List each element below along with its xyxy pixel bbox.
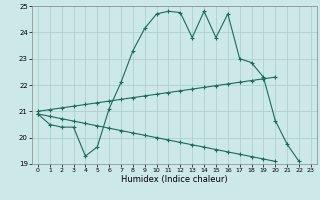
X-axis label: Humidex (Indice chaleur): Humidex (Indice chaleur) xyxy=(121,175,228,184)
